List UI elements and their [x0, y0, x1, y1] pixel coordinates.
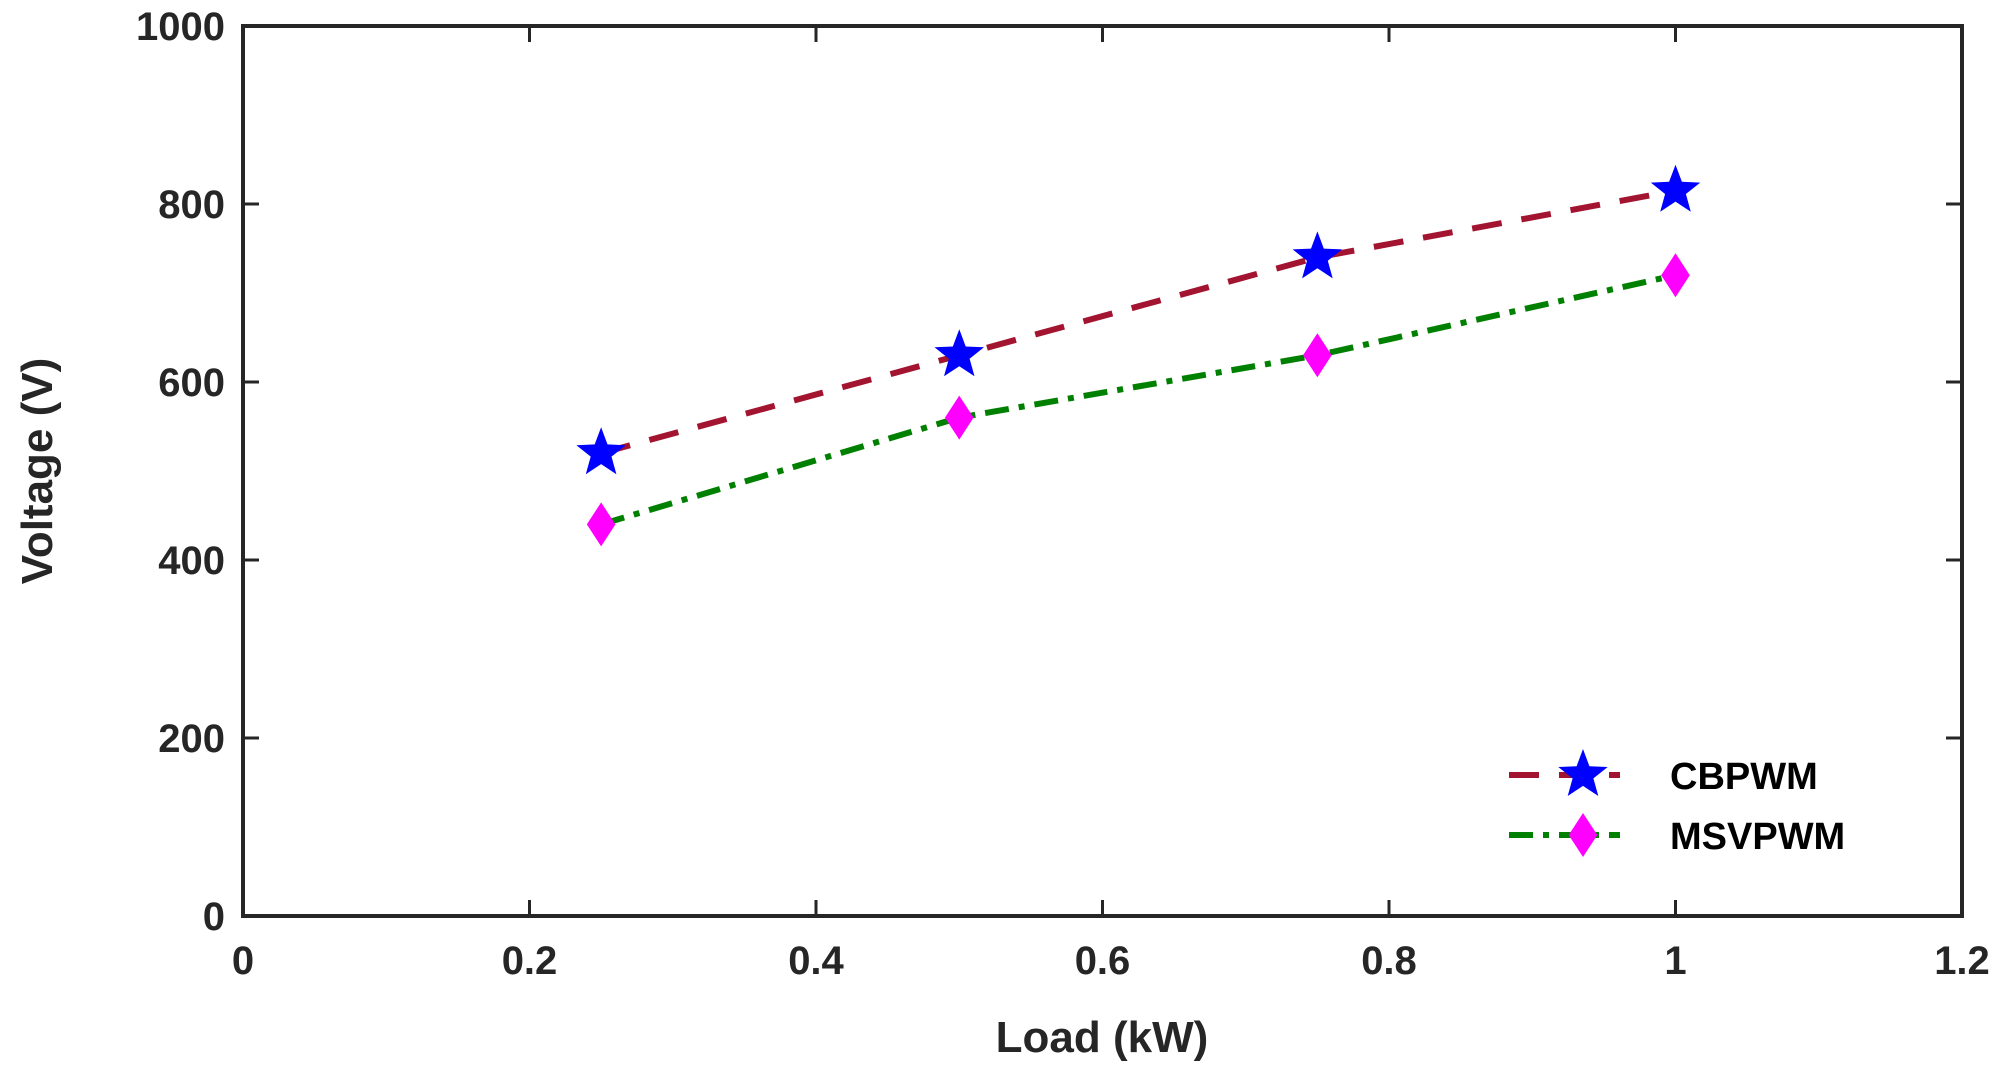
x-axis-label: Load (kW)	[996, 1013, 1209, 1062]
x-tick-label: 0.8	[1361, 939, 1417, 983]
x-tick-label: 1	[1664, 939, 1686, 983]
series-line	[600, 272, 1677, 528]
y-axis-label: Voltage (V)	[13, 358, 62, 585]
data-point-star	[934, 329, 984, 377]
x-tick-label: 0.2	[502, 939, 558, 983]
series-cbpwm	[576, 164, 1701, 475]
data-point-star	[1292, 231, 1343, 279]
y-tick-label: 200	[158, 717, 225, 761]
legend-label: MSVPWM	[1670, 816, 1845, 858]
legend-label: CBPWM	[1670, 756, 1818, 798]
x-tick-label: 1.2	[1934, 939, 1990, 983]
data-point-diamond	[1303, 333, 1332, 378]
series-line	[600, 187, 1677, 457]
y-tick-label: 0	[203, 895, 225, 939]
data-point-diamond	[586, 502, 616, 547]
legend-marker-star	[1558, 749, 1608, 796]
legend-marker-diamond	[1568, 813, 1598, 857]
legend: CBPWM MSVPWM	[1509, 749, 1845, 858]
data-point-star	[1650, 164, 1701, 212]
x-tick-label: 0.6	[1075, 939, 1131, 983]
y-tick-label: 800	[158, 183, 225, 227]
x-tick-label: 0.4	[788, 939, 844, 983]
y-tick-label: 400	[158, 539, 225, 583]
data-point-diamond	[944, 395, 974, 440]
y-tick-label: 1000	[136, 5, 225, 49]
data-point-diamond	[1661, 253, 1690, 298]
y-tick-label: 600	[158, 361, 225, 405]
series-msvpwm	[586, 253, 1690, 547]
x-tick-label: 0	[232, 939, 254, 983]
data-point-star	[576, 427, 626, 475]
